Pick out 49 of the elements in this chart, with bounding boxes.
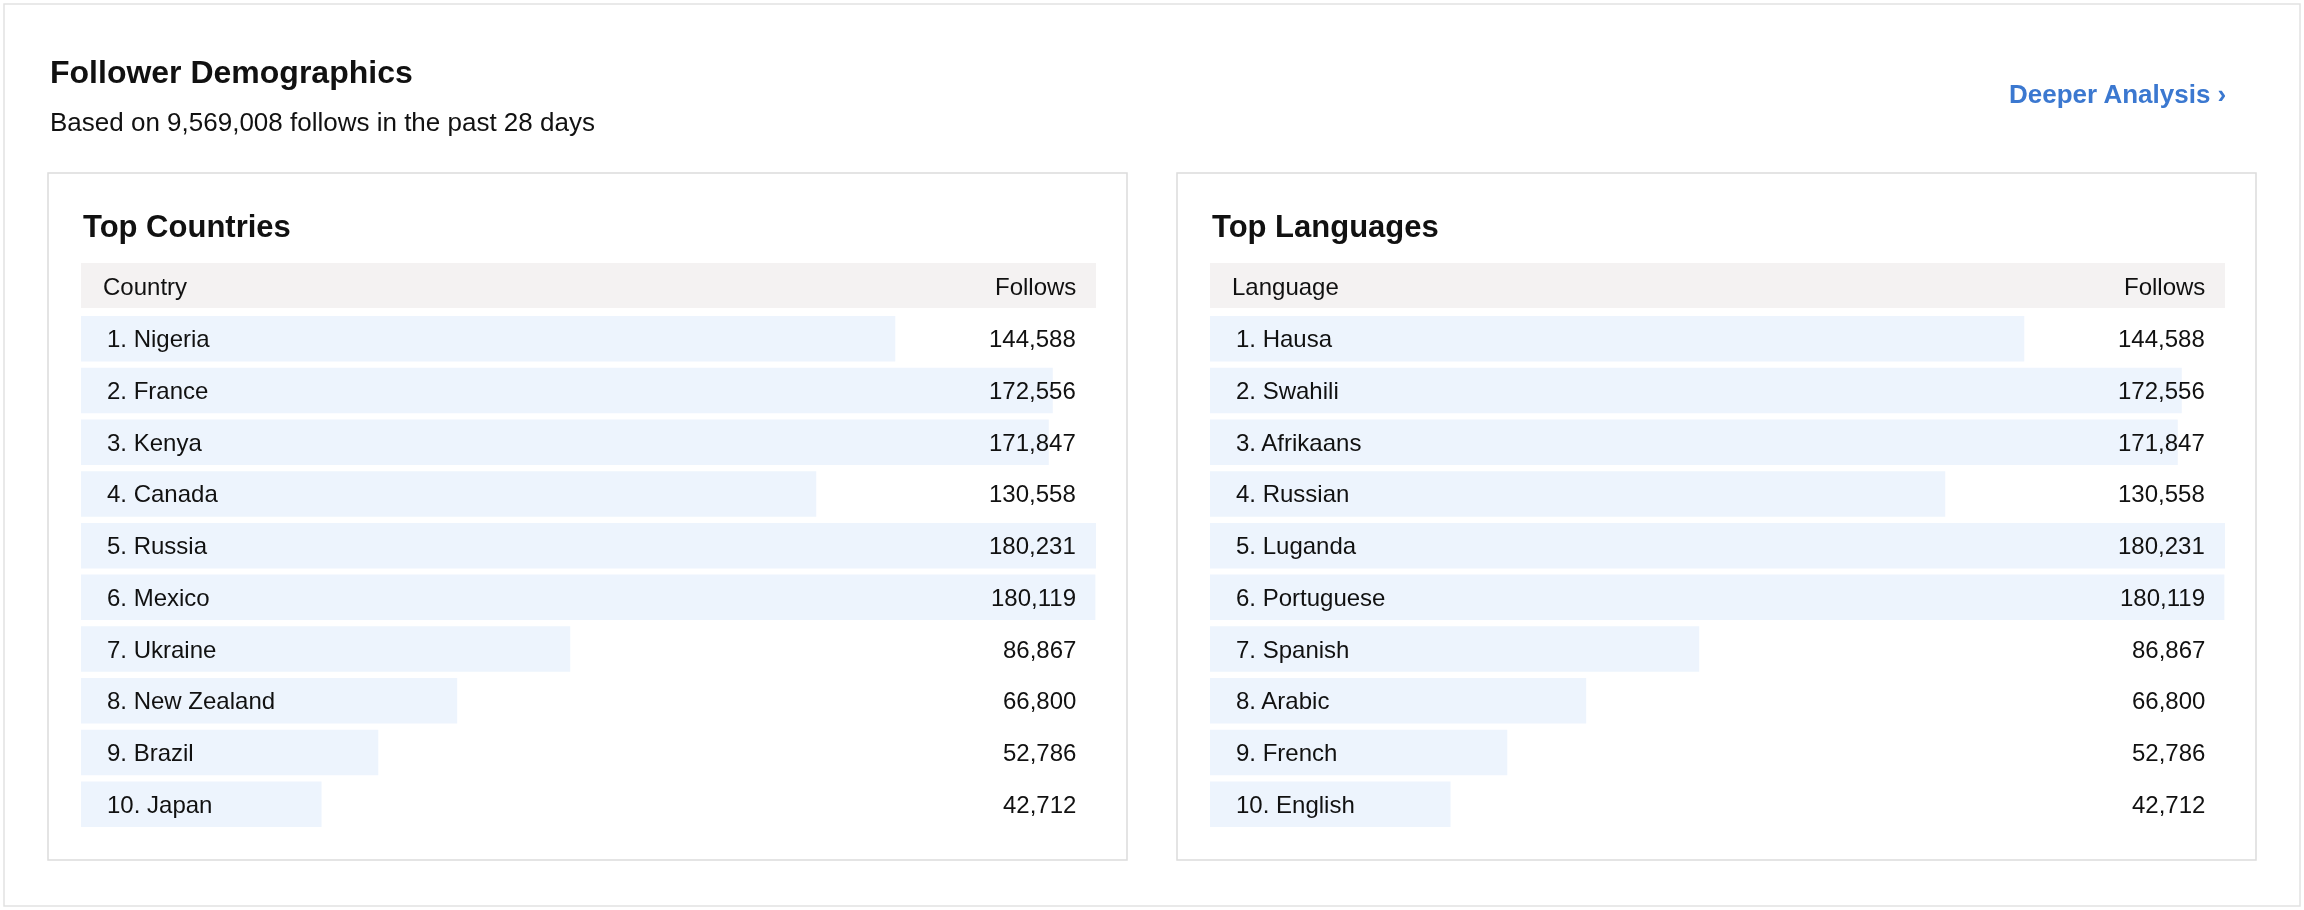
y-axis-title: Country — [103, 273, 188, 300]
category-label: 8. New Zealand — [107, 687, 276, 714]
category-label: 1. Nigeria — [107, 325, 210, 352]
data-label: 86,867 — [1003, 636, 1077, 663]
category-label: 1. Hausa — [1236, 325, 1333, 352]
data-label: 42,712 — [2132, 791, 2206, 818]
data-label: 171,847 — [2118, 429, 2205, 456]
data-label: 66,800 — [2132, 687, 2206, 714]
category-label: 3. Afrikaans — [1236, 429, 1362, 456]
category-label: 4. Canada — [107, 480, 218, 507]
category-label: 9. Brazil — [107, 739, 194, 766]
text: Based on 9,569,008 follows in the past 28 days — [50, 107, 595, 137]
data-label: 180,231 — [2118, 532, 2205, 559]
data-label: 52,786 — [2132, 739, 2206, 766]
category-label: 5. Luganda — [1236, 532, 1357, 559]
data-label: 86,867 — [2132, 636, 2206, 663]
data-label: 172,556 — [2118, 377, 2205, 404]
category-label: 6. Portuguese — [1236, 584, 1386, 611]
category-label: 4. Russian — [1236, 480, 1350, 507]
data-label: 180,119 — [991, 584, 1076, 611]
category-label: 2. France — [107, 377, 209, 404]
data-label: 144,588 — [2118, 325, 2205, 352]
category-label: 7. Spanish — [1236, 636, 1350, 663]
data-label: 172,556 — [989, 377, 1076, 404]
data-label: 144,588 — [989, 325, 1076, 352]
x-axis-title: Follows — [2124, 273, 2206, 300]
text: Follower Demographics — [50, 54, 413, 90]
category-label: 5. Russia — [107, 532, 208, 559]
data-label: 66,800 — [1003, 687, 1077, 714]
data-label: 42,712 — [1003, 791, 1077, 818]
data-label: 130,558 — [989, 480, 1076, 507]
category-label: 10. Japan — [107, 791, 213, 818]
chart-title: Top Countries — [83, 209, 291, 244]
category-label: 8. Arabic — [1236, 687, 1330, 714]
category-label: 6. Mexico — [107, 584, 210, 611]
category-label: 2. Swahili — [1236, 377, 1339, 404]
x-axis-title: Follows — [995, 273, 1077, 300]
y-axis-title: Language — [1232, 273, 1339, 300]
chart-title: Top Languages — [1212, 209, 1439, 244]
data-label: 180,231 — [989, 532, 1076, 559]
category-label: 9. French — [1236, 739, 1338, 766]
text: Deeper Analysis › — [2009, 79, 2227, 109]
category-label: 7. Ukraine — [107, 636, 217, 663]
category-label: 3. Kenya — [107, 429, 202, 456]
data-label: 180,119 — [2120, 584, 2205, 611]
category-label: 10. English — [1236, 791, 1355, 818]
data-label: 171,847 — [989, 429, 1076, 456]
data-label: 130,558 — [2118, 480, 2205, 507]
data-label: 52,786 — [1003, 739, 1077, 766]
